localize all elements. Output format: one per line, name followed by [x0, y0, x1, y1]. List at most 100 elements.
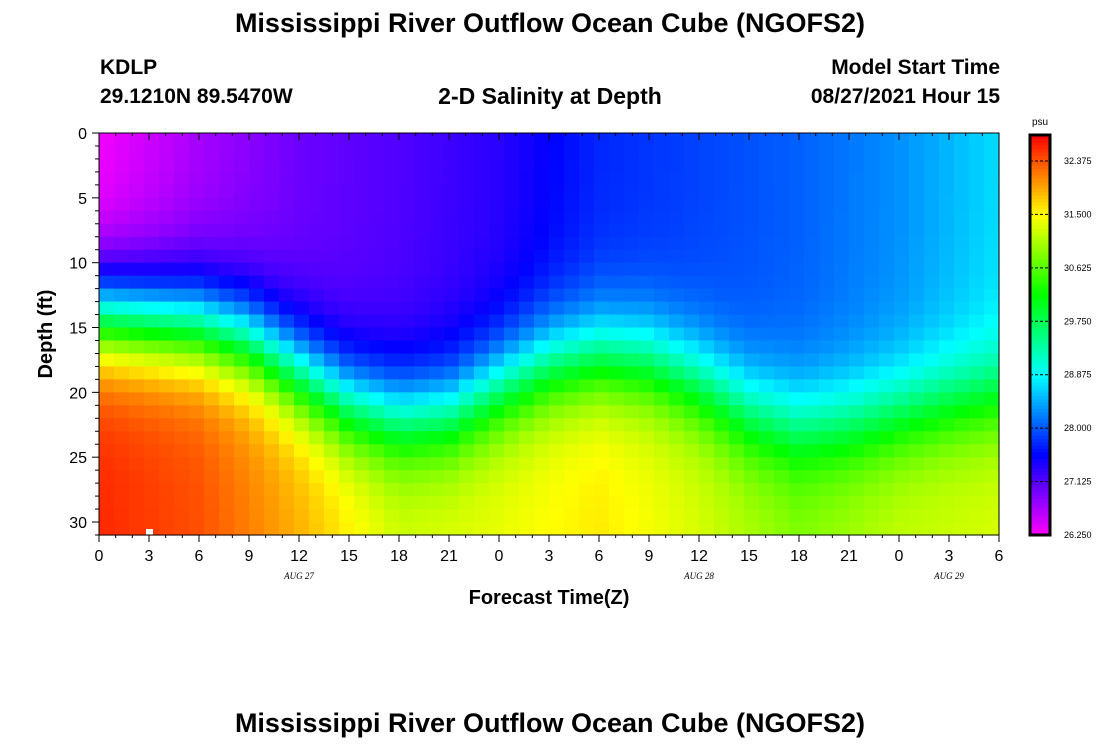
colorbar-swatch [1030, 271, 1050, 276]
heatmap-cell [429, 210, 445, 225]
heatmap-cell [519, 301, 535, 316]
heatmap-cell [684, 133, 700, 147]
heatmap-cell [234, 418, 250, 432]
heatmap-cell [459, 366, 475, 380]
heatmap-cell [174, 288, 190, 303]
heatmap-cell [204, 171, 220, 186]
heatmap-cell [429, 223, 445, 238]
heatmap-cell [969, 353, 985, 368]
heatmap-cell [639, 314, 655, 329]
heatmap-cell [984, 236, 1000, 251]
heatmap-cell [489, 366, 505, 380]
heatmap-cell [534, 522, 550, 536]
heatmap-cell [354, 327, 370, 342]
heatmap-cell [819, 145, 835, 160]
heatmap-cell [594, 418, 610, 432]
date-label: AUG 28 [683, 571, 714, 581]
heatmap-cell [669, 301, 685, 316]
heatmap-cell [324, 171, 340, 186]
heatmap-cell [984, 262, 1000, 277]
heatmap-cell [504, 522, 520, 536]
heatmap-cell [369, 301, 385, 316]
heatmap-cell [834, 314, 850, 329]
heatmap-cell [669, 236, 685, 251]
heatmap-cell [339, 158, 355, 173]
heatmap-cell [564, 483, 580, 497]
heatmap-cell [354, 275, 370, 290]
heatmap-cell [864, 133, 880, 147]
heatmap-cell [789, 223, 805, 238]
heatmap-cell [684, 483, 700, 497]
heatmap-cell [309, 158, 325, 173]
heatmap-cell [894, 236, 910, 251]
heatmap-cell [729, 496, 745, 510]
heatmap-cell [939, 379, 955, 393]
heatmap-cell [699, 392, 715, 406]
heatmap-cell [609, 457, 625, 471]
heatmap-cell [459, 457, 475, 471]
heatmap-cell [774, 431, 790, 445]
heatmap-cell [474, 158, 490, 173]
heatmap-cell [984, 288, 1000, 303]
heatmap-cell [864, 275, 880, 290]
heatmap-cell [939, 444, 955, 458]
heatmap-cell [534, 158, 550, 173]
heatmap-cell [969, 470, 985, 484]
heatmap-cell [969, 483, 985, 497]
heatmap-cell [384, 327, 400, 342]
heatmap-cell [234, 366, 250, 380]
heatmap-cell [309, 509, 325, 523]
heatmap-cell [729, 366, 745, 380]
heatmap-cell [144, 158, 160, 173]
heatmap-cell [309, 392, 325, 406]
heatmap-cell [729, 314, 745, 329]
heatmap-cell [534, 314, 550, 329]
colorbar-swatch [1030, 431, 1050, 436]
heatmap-cell [594, 444, 610, 458]
heatmap-cell [789, 210, 805, 225]
heatmap-cell [684, 197, 700, 212]
heatmap-cell [594, 340, 610, 355]
heatmap-cell [294, 405, 310, 419]
heatmap-cell [384, 431, 400, 445]
heatmap-cell [624, 509, 640, 523]
heatmap-cell [249, 496, 265, 510]
heatmap-cell [579, 249, 595, 264]
heatmap-cell [474, 444, 490, 458]
heatmap-cell [369, 340, 385, 355]
heatmap-cell [309, 171, 325, 186]
heatmap-cell [894, 327, 910, 342]
heatmap-cell [714, 197, 730, 212]
heatmap-cell [354, 184, 370, 199]
heatmap-cell [444, 288, 460, 303]
heatmap-cell [534, 405, 550, 419]
heatmap-cell [129, 509, 145, 523]
heatmap-cell [639, 301, 655, 316]
heatmap-cell [549, 470, 565, 484]
heatmap-cell [564, 197, 580, 212]
heatmap-cell [624, 133, 640, 147]
heatmap-cell [159, 249, 175, 264]
heatmap-cell [219, 184, 235, 199]
heatmap-cell [609, 197, 625, 212]
heatmap-cell [954, 158, 970, 173]
heatmap-cell [219, 197, 235, 212]
heatmap-cell [489, 379, 505, 393]
heatmap-cell [159, 171, 175, 186]
heatmap-cell [969, 158, 985, 173]
heatmap-cell [684, 366, 700, 380]
heatmap-cell [474, 496, 490, 510]
heatmap-cell [639, 236, 655, 251]
heatmap-cell [264, 223, 280, 238]
heatmap-cell [384, 496, 400, 510]
heatmap-cell [684, 158, 700, 173]
heatmap-cell [624, 223, 640, 238]
heatmap-cell [279, 431, 295, 445]
heatmap-cell [564, 444, 580, 458]
heatmap-cell [549, 275, 565, 290]
heatmap-cell [684, 457, 700, 471]
heatmap-cell [984, 483, 1000, 497]
heatmap-cell [474, 314, 490, 329]
heatmap-cell [639, 275, 655, 290]
